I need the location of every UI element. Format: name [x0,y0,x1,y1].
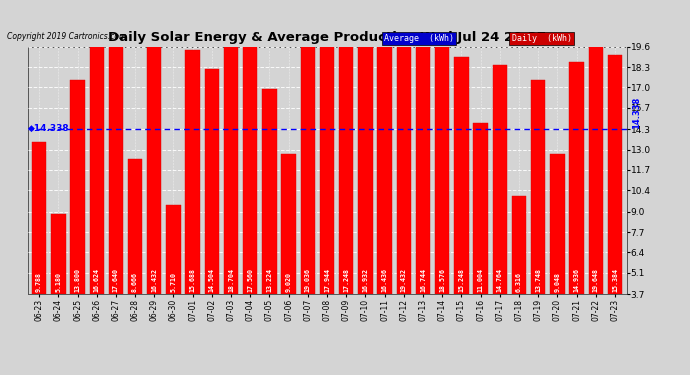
Text: Copyright 2019 Cartronics.com: Copyright 2019 Cartronics.com [7,32,126,41]
Text: 15.688: 15.688 [190,268,196,292]
Bar [358,31,373,294]
Bar [339,26,353,294]
Text: 14.764: 14.764 [497,268,503,292]
Bar [473,123,488,294]
Bar [166,206,181,294]
Bar [51,214,66,294]
Text: 14.504: 14.504 [209,268,215,292]
Bar [70,80,85,294]
Text: 6.316: 6.316 [516,272,522,292]
Bar [569,62,584,294]
Bar [243,21,257,294]
Text: 14.936: 14.936 [573,268,580,292]
Text: 14.338: 14.338 [633,96,642,129]
Title: Daily Solar Energy & Average Production Wed Jul 24 20:27: Daily Solar Energy & Average Production … [108,32,546,44]
Bar [205,69,219,294]
Text: 13.748: 13.748 [535,268,541,292]
Bar [282,154,296,294]
Text: 17.560: 17.560 [247,268,253,292]
Text: 18.704: 18.704 [228,268,234,292]
Bar [262,88,277,294]
Text: 13.224: 13.224 [266,268,273,292]
Text: 19.432: 19.432 [401,268,407,292]
Text: 9.048: 9.048 [554,272,560,292]
Text: 13.800: 13.800 [75,268,81,292]
Text: 9.020: 9.020 [286,272,292,292]
Text: 16.744: 16.744 [420,268,426,292]
Bar [512,196,526,294]
Bar [147,39,161,294]
Text: 19.648: 19.648 [593,268,599,292]
Bar [186,50,200,294]
Text: 17.248: 17.248 [343,268,349,292]
Text: 19.036: 19.036 [305,268,311,292]
Text: 5.180: 5.180 [55,272,61,292]
Bar [608,55,622,294]
Bar [32,142,46,294]
Bar [301,0,315,294]
Bar [550,153,564,294]
Text: 15.384: 15.384 [612,268,618,292]
Bar [377,39,392,294]
Text: 11.004: 11.004 [477,268,484,292]
Text: 16.624: 16.624 [94,268,100,292]
Text: 5.710: 5.710 [170,272,177,292]
Bar [224,3,238,294]
Text: 16.436: 16.436 [382,268,388,292]
Text: 9.788: 9.788 [36,272,42,292]
Bar [397,0,411,294]
Bar [435,5,449,294]
Text: 15.248: 15.248 [458,268,464,292]
Text: 17.944: 17.944 [324,268,330,292]
Text: 8.666: 8.666 [132,272,138,292]
Text: Average  (kWh): Average (kWh) [384,34,454,43]
Bar [589,0,603,294]
Bar [128,159,142,294]
Text: Daily  (kWh): Daily (kWh) [511,34,571,43]
Bar [109,20,123,294]
Text: 16.432: 16.432 [151,268,157,292]
Bar [90,36,104,294]
Bar [531,80,545,294]
Text: 17.640: 17.640 [113,268,119,292]
Bar [416,34,431,294]
Bar [320,15,334,294]
Text: 18.576: 18.576 [440,268,445,292]
Bar [454,57,469,294]
Bar [493,64,507,294]
Text: ◆14.338: ◆14.338 [28,124,69,133]
Text: 16.932: 16.932 [362,268,368,292]
